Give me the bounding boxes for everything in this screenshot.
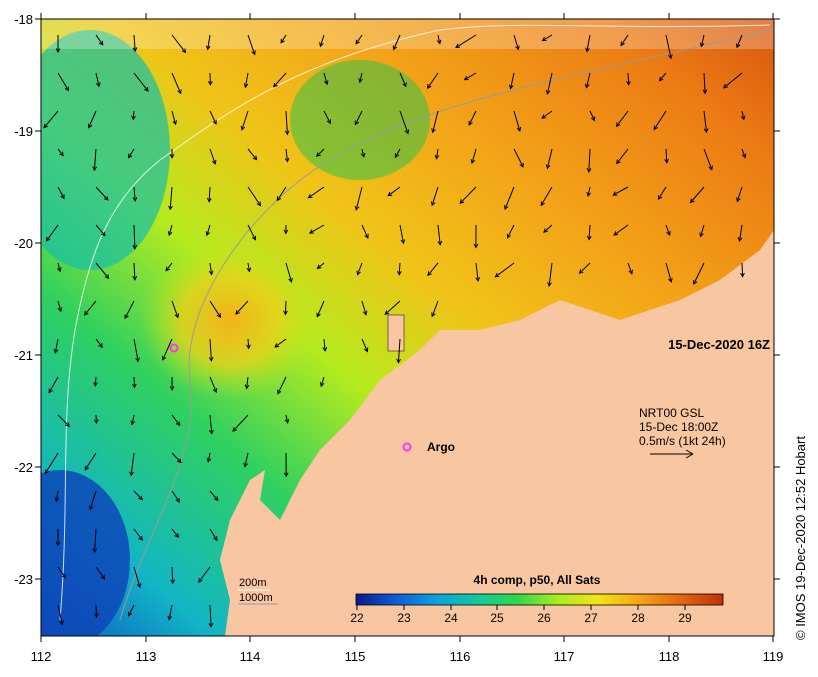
lon-label: 113 (136, 649, 157, 664)
cloud-band (41, 19, 774, 49)
lat-label: -22 (14, 460, 33, 475)
colorbar-tick-label: 29 (678, 611, 692, 625)
lon-label: 119 (763, 649, 784, 664)
lat-label: -19 (14, 124, 33, 139)
current-legend-model: NRT00 GSL (639, 406, 704, 420)
depth-legend-200: 200m (239, 577, 267, 589)
colorbar-tick-label: 24 (444, 611, 458, 625)
lon-label: 114 (240, 649, 261, 664)
colorbar-tick-label: 26 (537, 611, 551, 625)
lon-label: 115 (345, 649, 366, 664)
current-legend-scale: 0.5m/s (1kt 24h) (639, 434, 726, 448)
colorbar-tick-label: 25 (490, 611, 504, 625)
lat-label: -20 (14, 236, 33, 251)
lat-axis: -18 -19 -20 -21 -22 -23 (14, 12, 33, 587)
green-plume (290, 60, 430, 180)
current-legend-time: 15-Dec 18:00Z (639, 420, 718, 434)
current-arrow (96, 605, 97, 617)
colorbar-title: 4h comp, p50, All Sats (474, 573, 601, 587)
lat-label: -21 (14, 348, 33, 363)
lon-label: 112 (31, 649, 52, 664)
lon-label: 117 (554, 649, 575, 664)
current-arrow (285, 301, 286, 314)
colorbar-tick-label: 22 (350, 611, 364, 625)
lon-label: 118 (659, 649, 680, 664)
colorbar-tick-label: 23 (397, 611, 411, 625)
colorbar-tick-label: 28 (631, 611, 645, 625)
map-timestamp: 15-Dec-2020 16Z (668, 337, 770, 352)
warm-eddy (140, 240, 320, 400)
colorbar-tick-label: 27 (584, 611, 598, 625)
lat-label: -18 (14, 12, 33, 27)
lon-axis: 112 113 114 115 116 117 118 119 (31, 649, 784, 664)
depth-legend-1000: 1000m (239, 592, 273, 604)
lat-label: -23 (14, 572, 33, 587)
barrow-island (388, 315, 404, 351)
argo-label: Argo (427, 440, 455, 454)
imos-credit: © IMOS 19-Dec-2020 12:52 Hobart (793, 436, 808, 640)
colorbar-scale (356, 594, 723, 605)
current-arrow (742, 263, 743, 277)
cool-water-patch (10, 30, 170, 270)
lon-label: 116 (450, 649, 471, 664)
